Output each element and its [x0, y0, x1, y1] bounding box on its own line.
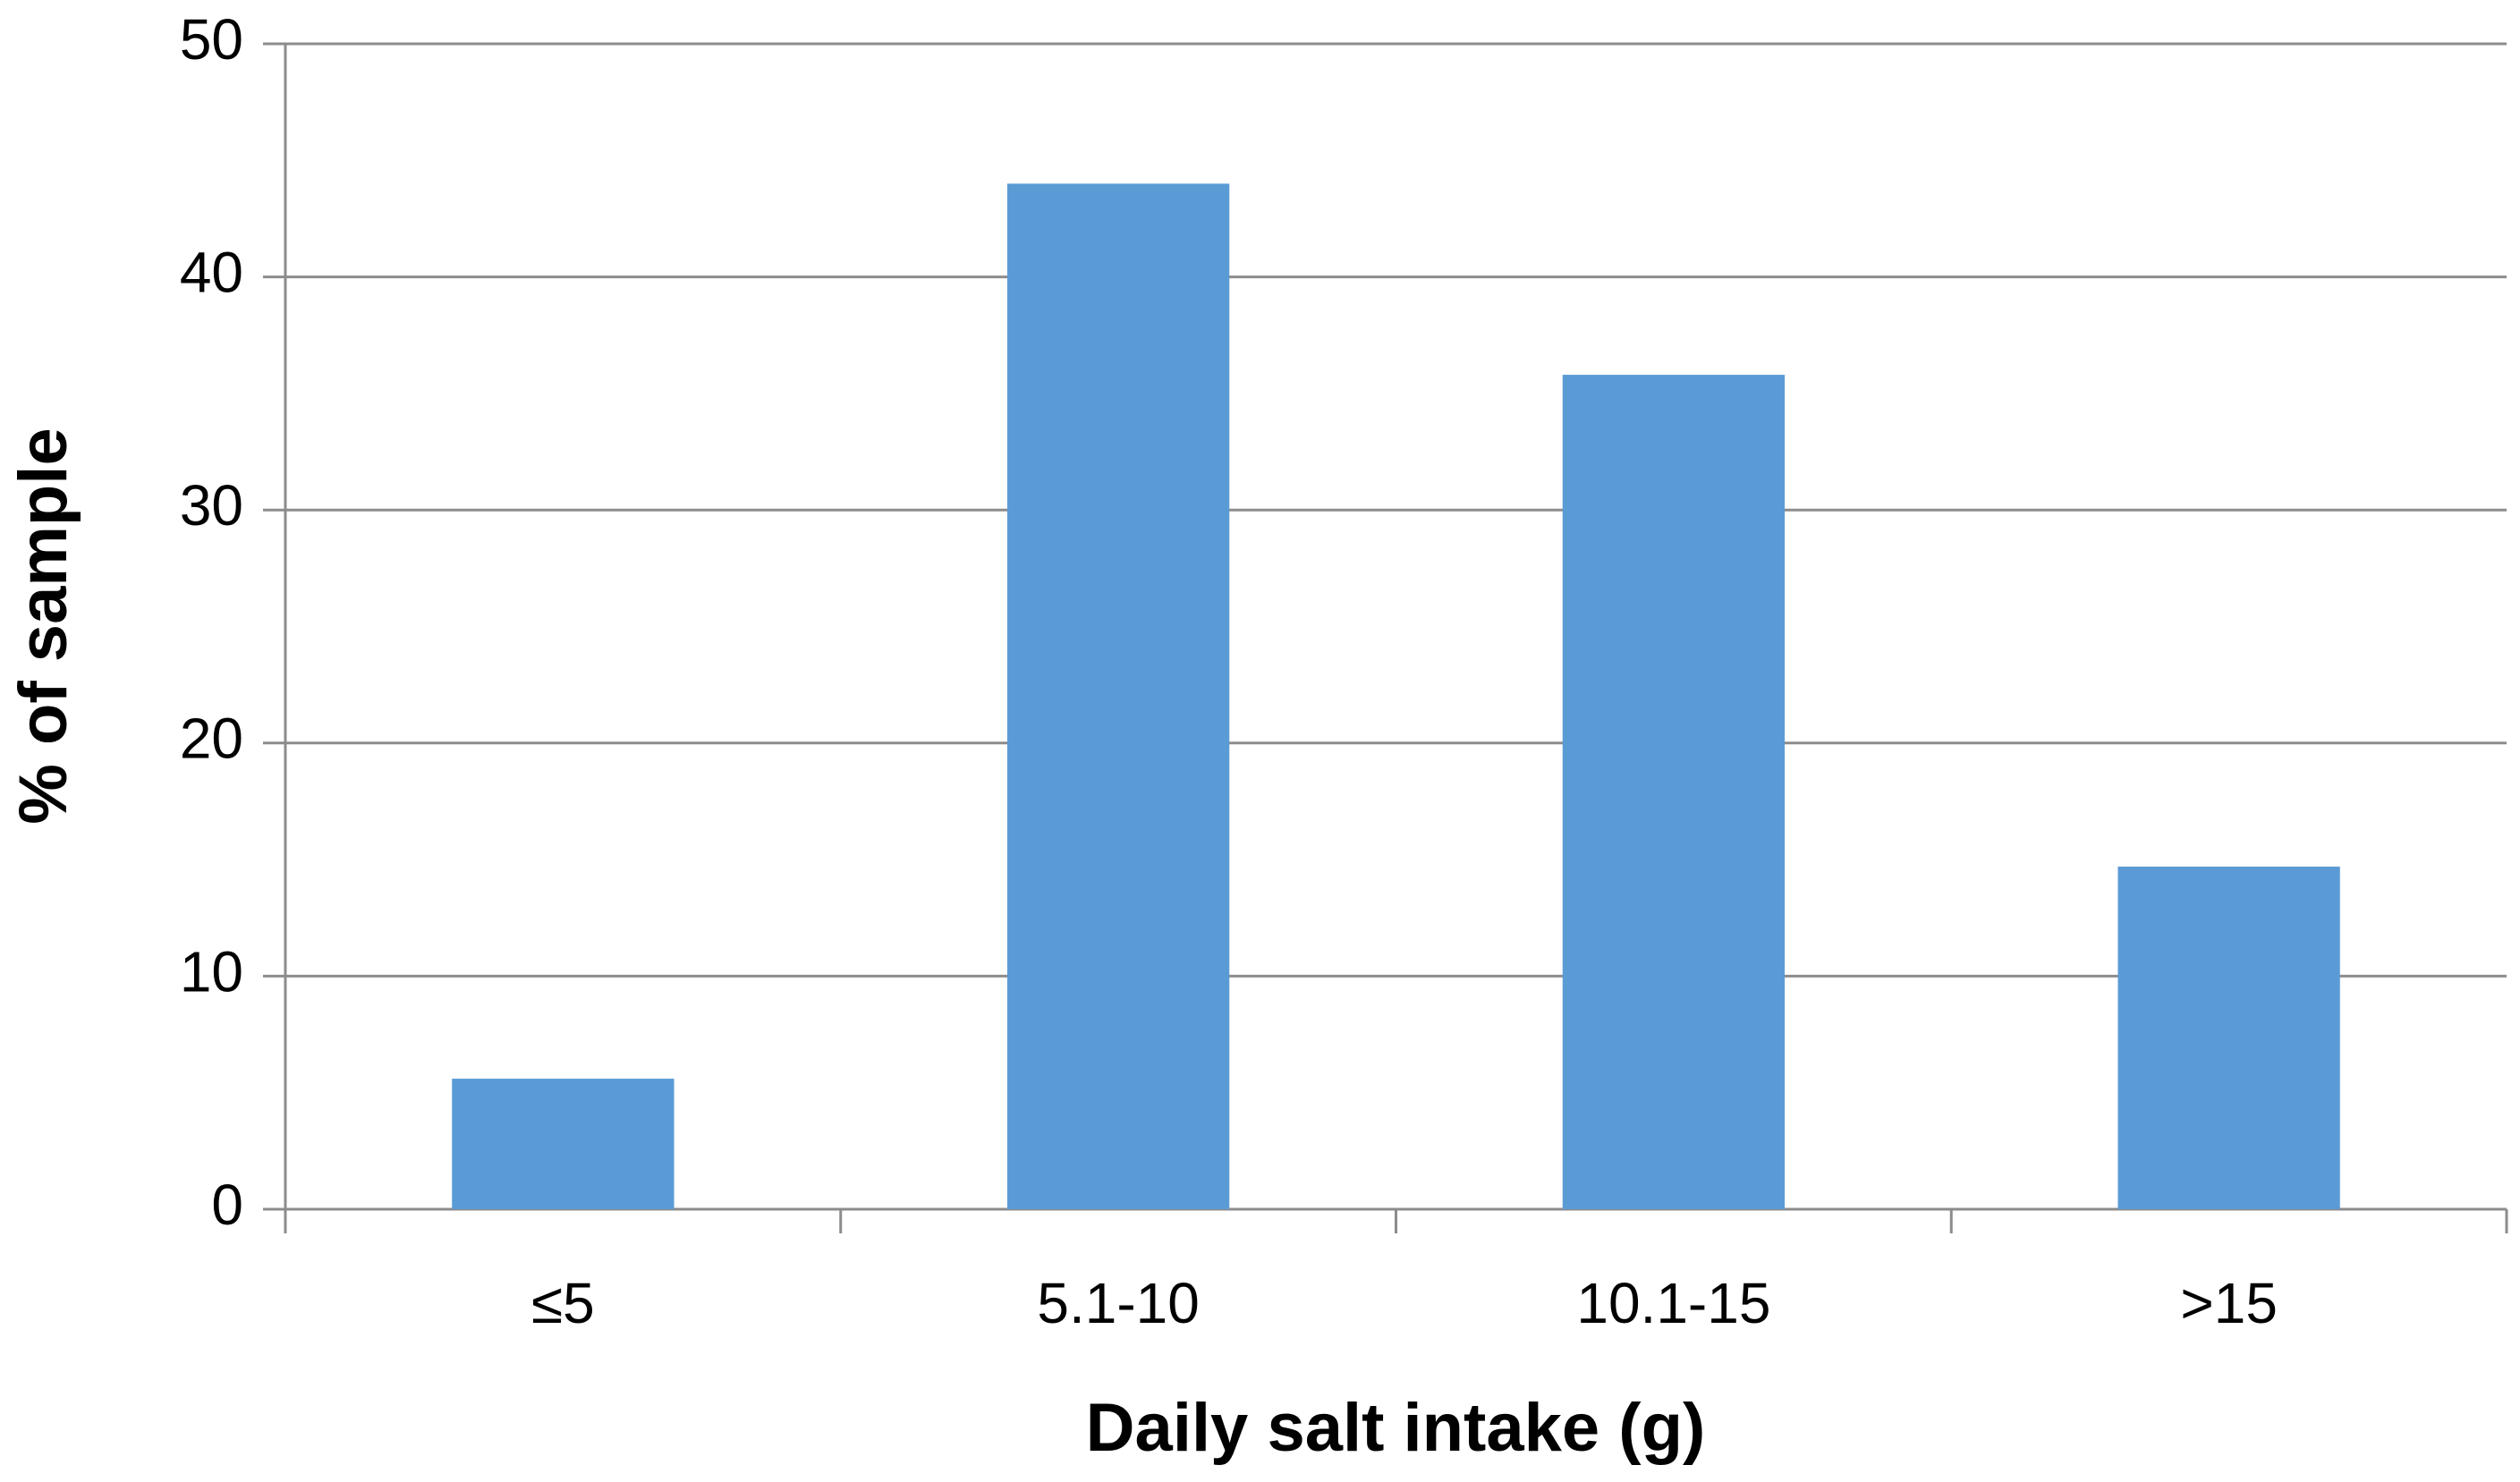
y-tick-label: 50 — [180, 7, 243, 72]
y-tick-label: 20 — [180, 707, 243, 771]
y-tick-label: 30 — [180, 473, 243, 538]
y-tick-label: 10 — [180, 939, 243, 1004]
bar — [1562, 375, 1786, 1209]
y-tick-label: 40 — [180, 241, 243, 305]
bar — [1006, 183, 1230, 1210]
x-tick-label: >15 — [2180, 1271, 2278, 1335]
y-tick-label: 0 — [211, 1173, 243, 1237]
y-axis-title: % of sample — [5, 428, 81, 824]
bar — [452, 1079, 675, 1209]
x-axis-title: Daily salt intake (g) — [1086, 1390, 1706, 1466]
x-tick-label: ≤5 — [531, 1271, 595, 1335]
bar — [2117, 866, 2340, 1209]
x-tick-label: 5.1-10 — [1037, 1271, 1199, 1335]
x-tick-label: 10.1-15 — [1576, 1271, 1770, 1335]
